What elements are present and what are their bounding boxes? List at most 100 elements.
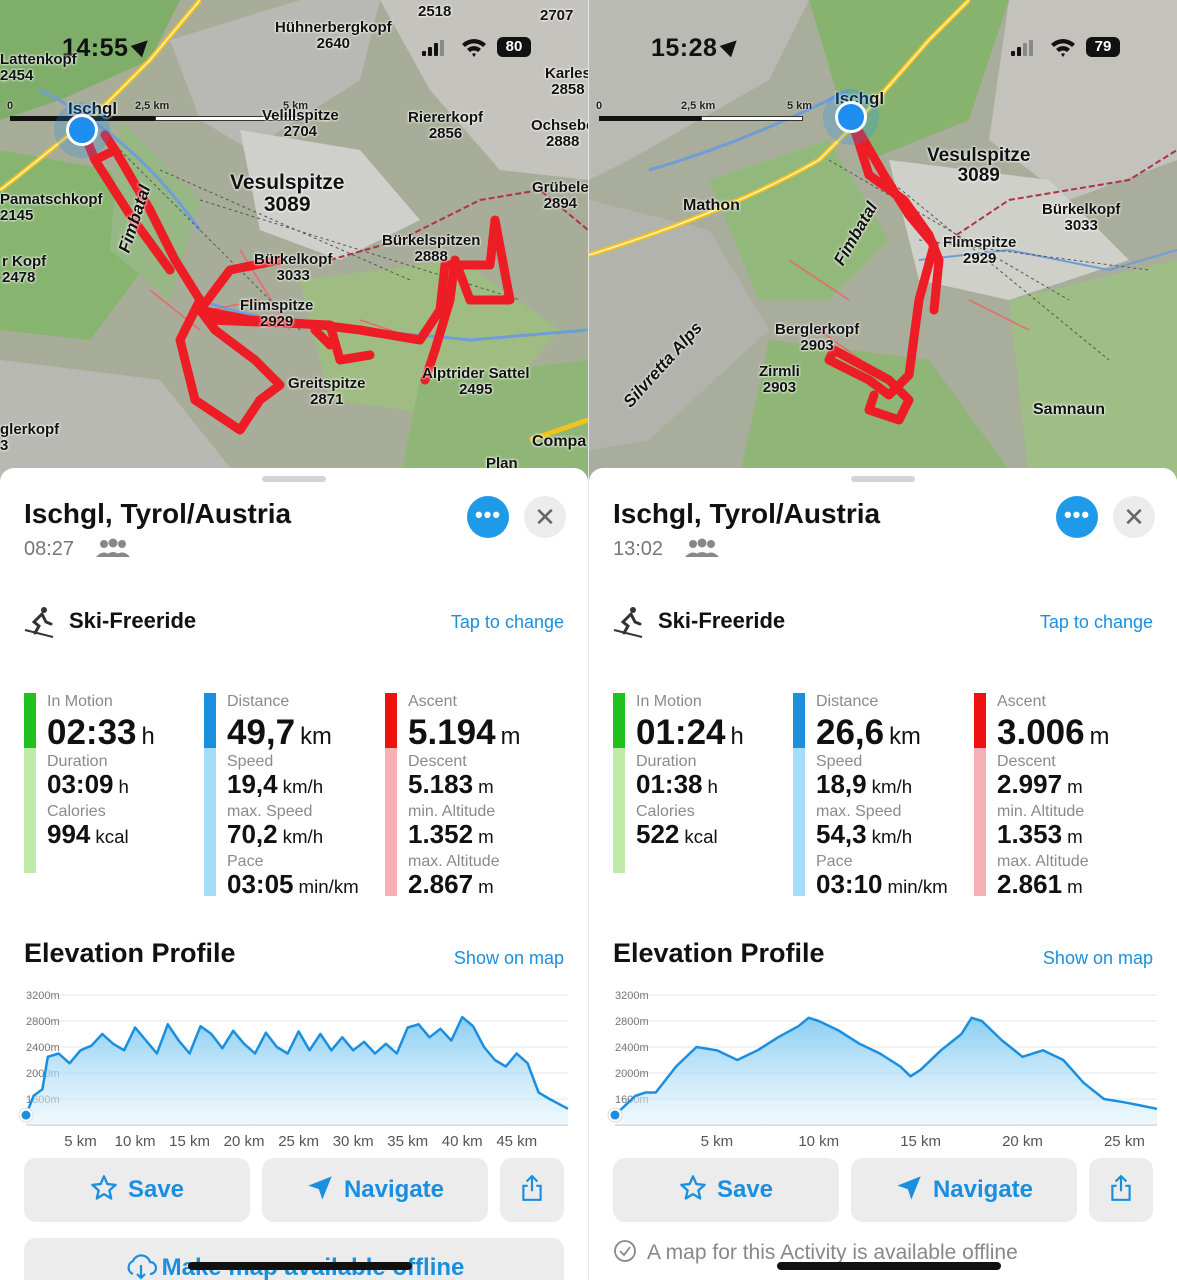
map-label: Lattenkopf 2454 — [0, 51, 77, 84]
share-button[interactable] — [1089, 1158, 1153, 1222]
status-time: 14:55 — [62, 34, 154, 63]
map-label: Grübele 2894 — [532, 179, 588, 212]
x-tick-label: 30 km — [333, 1133, 374, 1150]
group-icon — [685, 538, 719, 557]
stat-in-motion: 01:24 h — [636, 713, 744, 752]
map-label: Ischgl — [68, 99, 118, 118]
stat-label: max. Speed — [816, 803, 902, 820]
scale-bar-light — [155, 116, 302, 121]
x-tick-label: 45 km — [496, 1133, 537, 1150]
stat-speed: 18,9 km/h — [816, 769, 913, 799]
stats-column-time: In Motion 02:33 h Duration 03:09 h Calorie… — [24, 693, 199, 896]
stats-column-distance: Distance 49,7 km Speed 19,4 km/h max. Spee… — [204, 693, 379, 899]
stat-label: max. Altitude — [997, 853, 1089, 870]
stat-distance: 26,6 km — [816, 713, 921, 752]
elevation-line — [614, 1016, 1158, 1117]
stat-min-altitude: 1.352 m — [408, 819, 494, 849]
y-tick-label: 3200m — [26, 990, 60, 1002]
stat-label: Calories — [636, 803, 695, 820]
map-label: Vesulspitze 3089 — [927, 145, 1031, 186]
stat-label: max. Altitude — [408, 853, 500, 870]
stat-band-blue-light — [793, 748, 805, 896]
stat-label: Descent — [408, 753, 467, 770]
y-tick-label: 2000m — [615, 1068, 649, 1080]
more-button[interactable]: ••• — [467, 496, 509, 538]
cloud-download-icon — [127, 1254, 157, 1280]
stats-column-altitude: Ascent 3.006 m Descent 2.997 m min. Altitu… — [974, 693, 1149, 899]
stat-band-green-light — [24, 748, 36, 873]
y-tick-label: 3200m — [615, 990, 649, 1002]
stat-label: Duration — [636, 753, 697, 770]
map-label: Bürkelspitzen 2888 — [382, 232, 481, 265]
map-view[interactable]: 14:55 80 0 2,5 km 5 km Hühnerbergkopf 264… — [0, 0, 588, 480]
navigate-button[interactable]: Navigate — [851, 1158, 1077, 1222]
map-terrain — [0, 0, 588, 480]
stat-pace: 03:10 min/km — [816, 869, 948, 899]
show-on-map-link[interactable]: Show on map — [1042, 948, 1153, 968]
map-label: Bürkelkopf 3033 — [254, 251, 333, 284]
offline-status-text: A map for this Activity is available off… — [647, 1241, 1018, 1264]
tap-to-change-link[interactable]: Tap to change — [1039, 612, 1153, 632]
sheet-grabber[interactable] — [851, 476, 915, 482]
show-on-map-link[interactable]: Show on map — [453, 948, 564, 968]
share-icon — [1111, 1174, 1131, 1201]
sheet-grabber[interactable] — [262, 476, 326, 482]
scale-label-0: 0 — [596, 100, 603, 112]
x-tick-label: 35 km — [387, 1133, 428, 1150]
stat-duration: 03:09 h — [47, 769, 129, 799]
stat-label: Distance — [227, 693, 290, 710]
stat-band-green — [613, 693, 625, 748]
make-offline-button[interactable]: Make map available offline — [24, 1238, 564, 1280]
stat-label: Ascent — [997, 693, 1046, 710]
status-bar: 14:55 80 — [0, 34, 588, 64]
map-view[interactable]: 15:28 79 0 2,5 km 5 km Ischgl Vesulspitz… — [589, 0, 1177, 480]
home-indicator — [777, 1262, 1001, 1270]
close-icon: ✕ — [1123, 502, 1145, 532]
stat-label: Calories — [47, 803, 106, 820]
location-arrow-icon — [720, 34, 743, 58]
activity-type: Ski-Freeride — [69, 608, 197, 633]
x-tick-label: 40 km — [442, 1133, 483, 1150]
navigate-arrow-icon — [897, 1176, 921, 1200]
save-button[interactable]: Save — [24, 1158, 250, 1222]
navigate-button[interactable]: Navigate — [262, 1158, 488, 1222]
map-label: Plan — [486, 455, 518, 472]
y-tick-label: 2400m — [615, 1042, 649, 1054]
x-tick-label: 15 km — [169, 1133, 210, 1150]
close-button[interactable]: ✕ — [1113, 496, 1155, 538]
map-label: glerkopf 3 — [0, 421, 60, 454]
y-tick-label: 2400m — [26, 1042, 60, 1054]
stats-column-time: In Motion 01:24 h Duration 01:38 h Calorie… — [613, 693, 788, 896]
start-point — [610, 1110, 620, 1120]
panel-divider — [588, 0, 589, 1280]
save-button[interactable]: Save — [613, 1158, 839, 1222]
screenshot-panel-right: 15:28 79 0 2,5 km 5 km Ischgl Vesulspitz… — [589, 0, 1177, 1280]
x-tick-label: 25 km — [278, 1133, 319, 1150]
stat-speed: 19,4 km/h — [227, 769, 324, 799]
map-label: Bürkelkopf 3033 — [1042, 201, 1121, 234]
wifi-icon — [1051, 39, 1075, 57]
scale-label-0: 0 — [7, 100, 14, 112]
stat-band-blue — [793, 693, 805, 748]
more-button[interactable]: ••• — [1056, 496, 1098, 538]
home-indicator — [188, 1262, 412, 1270]
stat-descent: 5.183 m — [408, 769, 494, 799]
map-label: Zirmli 2903 — [759, 363, 800, 396]
y-tick-label: 2800m — [615, 1016, 649, 1028]
x-tick-label: 20 km — [224, 1133, 265, 1150]
close-button[interactable]: ✕ — [524, 496, 566, 538]
stat-ascent: 5.194 m — [408, 713, 521, 752]
stat-label: Speed — [227, 753, 274, 770]
share-icon — [522, 1174, 542, 1201]
share-button[interactable] — [500, 1158, 564, 1222]
start-point — [21, 1110, 31, 1120]
tap-to-change-link[interactable]: Tap to change — [450, 612, 564, 632]
elevation-area — [615, 1017, 1157, 1125]
navigate-label: Navigate — [932, 1176, 1034, 1203]
stat-label: Pace — [227, 853, 264, 870]
close-icon: ✕ — [534, 502, 556, 532]
activity-sheet: Ischgl, Tyrol/Austria 08:27 ••• ✕ Ski-Fr… — [0, 468, 588, 1280]
navigate-label: Navigate — [343, 1176, 445, 1203]
